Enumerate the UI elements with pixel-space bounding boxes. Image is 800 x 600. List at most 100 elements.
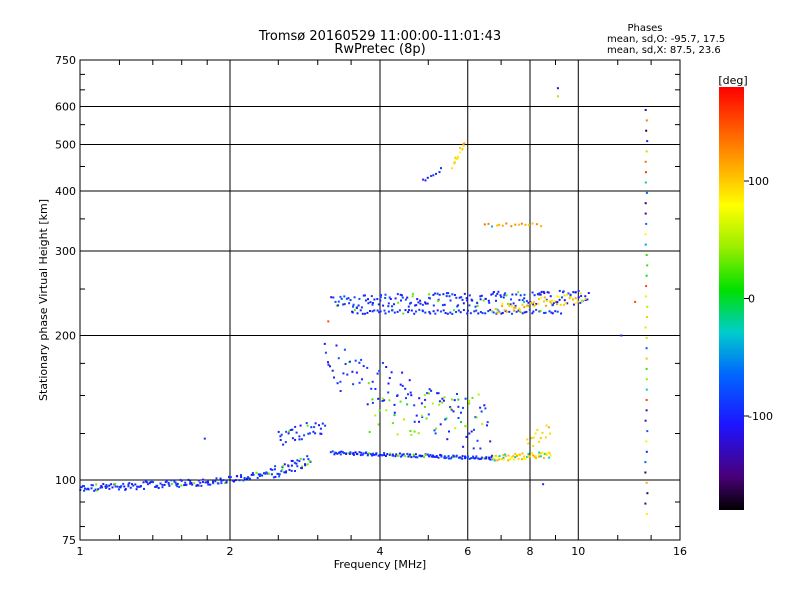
data-point — [459, 147, 461, 149]
data-point — [387, 382, 390, 385]
data-point — [564, 302, 567, 304]
data-point — [527, 454, 530, 457]
data-point — [538, 293, 541, 296]
stats-header: Phases — [627, 23, 662, 34]
data-point — [535, 456, 538, 459]
data-point — [424, 454, 427, 457]
data-point — [288, 468, 291, 471]
data-point — [432, 304, 435, 307]
data-point — [359, 454, 362, 457]
data-point — [220, 479, 223, 482]
data-point — [477, 312, 480, 315]
data-point — [426, 392, 429, 395]
data-point — [645, 336, 648, 339]
data-point — [362, 365, 365, 368]
data-point — [104, 485, 107, 488]
data-point — [231, 479, 234, 482]
data-point — [484, 407, 487, 410]
data-point — [413, 420, 416, 423]
data-point — [352, 452, 355, 454]
data-point — [489, 440, 492, 443]
data-point — [534, 432, 537, 435]
data-point — [548, 310, 551, 313]
data-point — [355, 371, 358, 374]
data-point — [444, 418, 447, 421]
data-point — [466, 309, 469, 312]
data-point — [502, 296, 505, 299]
data-point — [490, 293, 493, 296]
data-point — [273, 468, 276, 471]
data-point — [136, 485, 139, 488]
data-point — [299, 457, 302, 460]
data-point — [404, 298, 407, 301]
data-point — [521, 452, 524, 455]
data-point — [304, 463, 306, 466]
data-point — [426, 176, 429, 179]
data-point — [168, 484, 171, 487]
data-point — [298, 435, 301, 438]
data-point — [587, 292, 590, 294]
data-point — [436, 292, 439, 295]
data-point — [567, 292, 570, 295]
data-point — [440, 167, 442, 170]
data-point — [459, 151, 462, 154]
data-point — [418, 308, 421, 311]
data-point — [419, 454, 422, 457]
data-point — [337, 357, 340, 360]
data-point — [228, 476, 231, 479]
data-point — [482, 299, 485, 302]
data-point — [283, 463, 286, 466]
data-point — [409, 453, 412, 456]
data-point — [250, 473, 253, 476]
data-point — [403, 418, 405, 421]
data-point — [480, 457, 483, 460]
data-point — [225, 480, 228, 483]
data-point — [550, 302, 553, 305]
data-point — [336, 382, 339, 385]
data-point — [644, 243, 647, 246]
data-point — [414, 304, 417, 307]
data-point — [579, 292, 582, 295]
data-point — [202, 478, 205, 481]
data-point — [510, 298, 512, 301]
data-point — [449, 406, 452, 409]
data-point — [462, 302, 465, 305]
data-point — [380, 454, 383, 457]
data-point — [257, 473, 260, 476]
data-point — [484, 312, 487, 315]
data-point — [549, 295, 552, 298]
data-point — [200, 484, 203, 487]
data-point — [406, 296, 409, 299]
data-point — [220, 482, 223, 485]
data-point — [553, 300, 556, 303]
data-point — [108, 487, 111, 490]
data-point — [358, 381, 361, 384]
data-point — [493, 459, 496, 462]
data-point — [496, 311, 499, 314]
data-point — [453, 160, 456, 163]
data-point — [454, 156, 457, 159]
data-point — [532, 454, 535, 457]
data-point — [468, 294, 471, 297]
data-point — [278, 473, 281, 476]
data-point — [203, 437, 206, 440]
data-point — [491, 458, 494, 461]
data-point — [184, 481, 187, 484]
data-point — [644, 471, 647, 474]
data-point — [645, 285, 648, 288]
data-point — [90, 487, 93, 490]
data-point — [139, 485, 142, 488]
data-point — [413, 312, 416, 315]
data-point — [132, 484, 135, 487]
data-point — [137, 485, 140, 488]
data-point — [464, 456, 467, 459]
data-point — [416, 456, 419, 459]
data-point — [222, 479, 225, 482]
data-point — [332, 296, 335, 299]
data-point — [312, 430, 315, 433]
data-point — [138, 485, 141, 488]
x-axis-label: Frequency [MHz] — [334, 558, 426, 571]
data-point — [377, 397, 380, 400]
data-point — [562, 290, 565, 293]
data-point — [584, 297, 587, 300]
